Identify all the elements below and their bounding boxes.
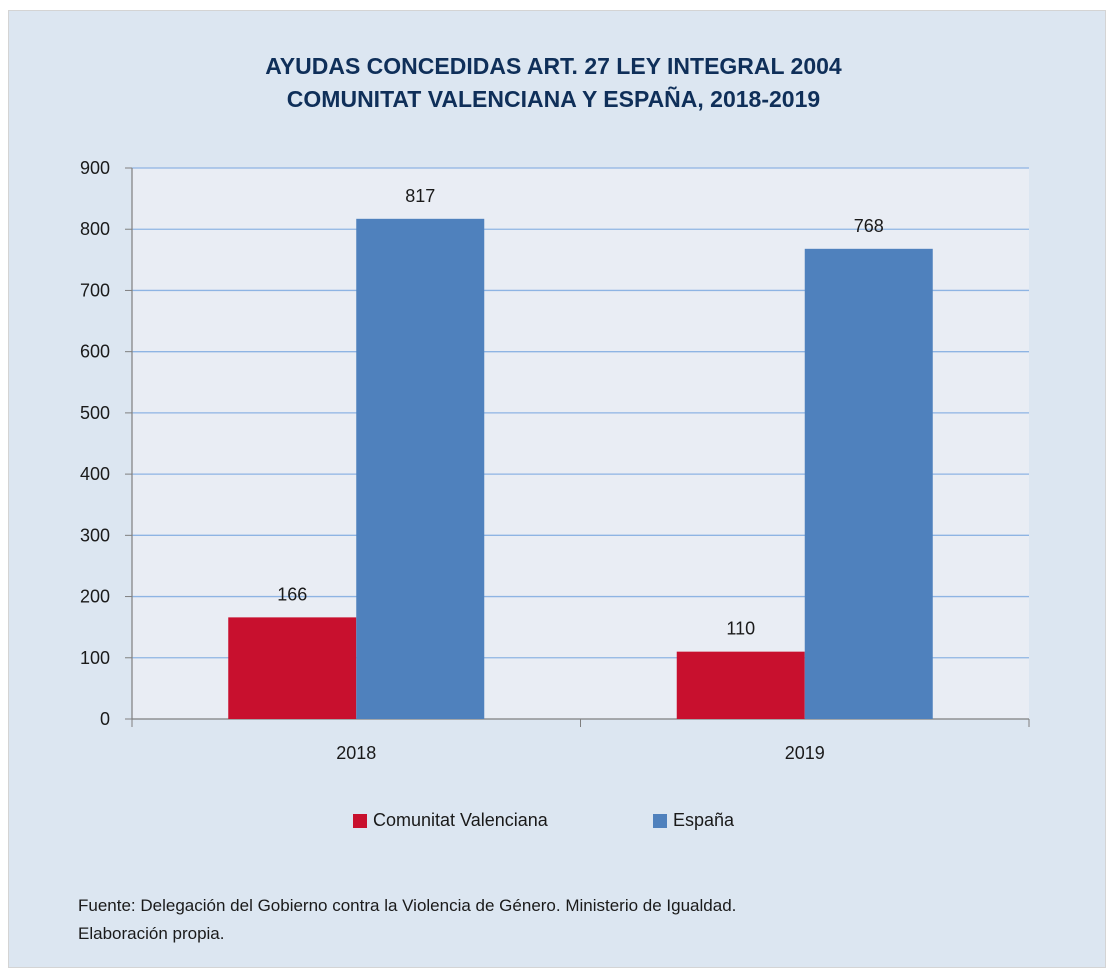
y-tick-label-400: 400 — [80, 464, 110, 484]
y-tick-label-500: 500 — [80, 403, 110, 423]
source-note: Fuente: Delegación del Gobierno contra l… — [78, 892, 1038, 948]
data-label-comunitat-valenciana-2019: 110 — [726, 619, 755, 639]
legend: Comunitat Valenciana España — [0, 810, 1107, 834]
y-tick-label-300: 300 — [80, 525, 110, 545]
data-label-espana-2019: 768 — [854, 216, 884, 236]
legend-label-comunitat-valenciana: Comunitat Valenciana — [373, 810, 548, 830]
legend-swatch-comunitat-valenciana — [353, 813, 367, 828]
y-tick-label-100: 100 — [80, 648, 110, 668]
y-tick-label-900: 900 — [80, 158, 110, 178]
data-label-comunitat-valenciana-2018: 166 — [277, 584, 307, 604]
source-line-1: Fuente: Delegación del Gobierno contra l… — [78, 896, 737, 915]
x-tick-label-2019: 2019 — [785, 743, 825, 763]
legend-swatch-espana — [653, 813, 667, 828]
source-line-2: Elaboración propia. — [78, 924, 225, 943]
bar-comunitat-valenciana-2019 — [676, 651, 805, 719]
y-tick-label-800: 800 — [80, 219, 110, 239]
x-tick-label-2018: 2018 — [336, 743, 376, 763]
bar-comunitat-valenciana-2018 — [228, 617, 357, 719]
y-tick-label-600: 600 — [80, 342, 110, 362]
legend-item-espana: España — [653, 810, 734, 831]
y-tick-label-700: 700 — [80, 280, 110, 300]
y-tick-label-200: 200 — [80, 587, 110, 607]
legend-item-comunitat-valenciana: Comunitat Valenciana — [353, 810, 548, 831]
bar-espana-2018 — [356, 218, 485, 719]
chart-title-line-1: AYUDAS CONCEDIDAS ART. 27 LEY INTEGRAL 2… — [265, 53, 842, 79]
data-label-espana-2018: 817 — [405, 186, 435, 206]
y-tick-label-0: 0 — [100, 709, 110, 729]
legend-label-espana: España — [673, 810, 735, 830]
bar-espana-2019 — [804, 248, 933, 719]
chart-title-line-2: COMUNITAT VALENCIANA Y ESPAÑA, 2018-2019 — [286, 86, 821, 112]
